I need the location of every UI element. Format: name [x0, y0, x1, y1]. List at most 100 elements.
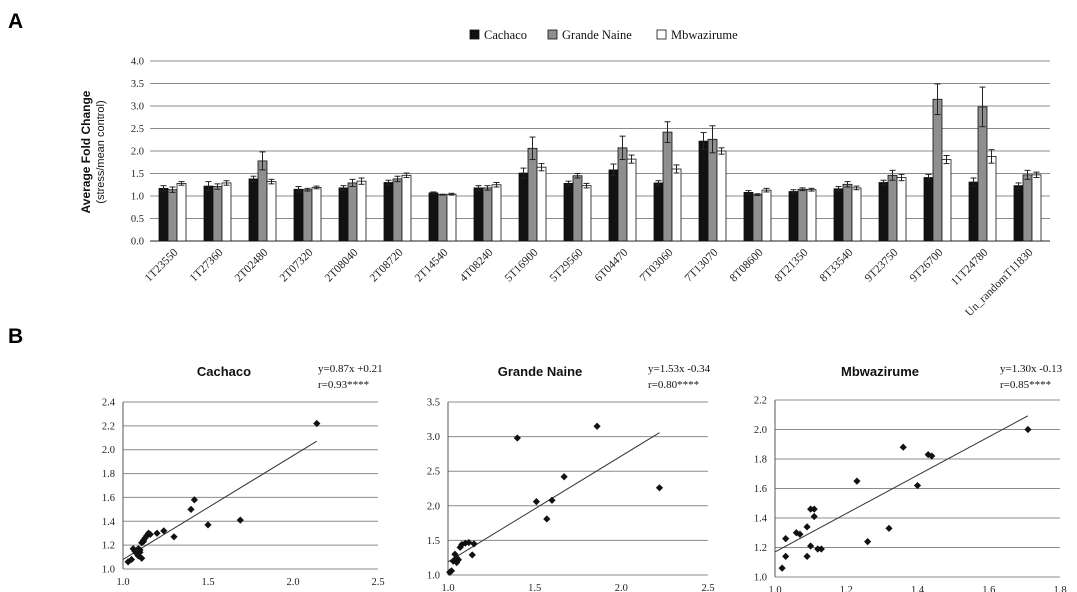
bar-cachaco [653, 182, 664, 242]
scatter-x-tick-label: 1.0 [441, 583, 454, 592]
bar-grande-naine [527, 147, 538, 242]
error-bar [565, 180, 572, 187]
scatter-point [560, 473, 568, 481]
error-bar [619, 135, 626, 161]
scatter-point [899, 443, 907, 451]
bar-category-label: 7T03060 [638, 246, 676, 284]
legend-label: Grande Naine [562, 28, 632, 42]
bar-mbwazirume [221, 182, 232, 242]
scatter-point [153, 529, 161, 537]
bar-cachaco [968, 181, 979, 242]
scatter-point [817, 545, 825, 553]
bar-grande-naine [392, 178, 403, 242]
scatter-point [796, 530, 804, 538]
legend-swatch [656, 29, 667, 40]
scatter-y-tick-label: 2.2 [754, 396, 767, 407]
error-bar [439, 193, 446, 196]
scatter-x-tick-label: 1.2 [840, 585, 853, 592]
scatter-point [453, 558, 461, 567]
scatter-point [204, 521, 212, 529]
bar-category-label: 7T13070 [683, 246, 721, 284]
scatter-point [593, 422, 601, 430]
bar-cachaco [833, 188, 844, 242]
scatter-point [456, 543, 464, 551]
bar-mbwazirume [356, 180, 367, 242]
bar-chart-panel: 0.0 0.5 1.0 1.5 2.0 2.5 3.0 3.5 4.0 1T23550 1T273… [79, 28, 1050, 319]
error-bar [178, 181, 185, 186]
bar-mbwazirume [671, 168, 682, 242]
error-bar [610, 163, 617, 177]
scatter-point [543, 515, 551, 523]
bar-cachaco [743, 191, 754, 242]
scatter-point [853, 477, 861, 485]
error-bar [943, 155, 950, 165]
bar-mbwazirume [311, 187, 322, 242]
bar-y-tick-label: 4.0 [131, 57, 144, 68]
scatter-point [146, 530, 154, 539]
trend-line [447, 432, 660, 563]
scatter-point [468, 551, 476, 559]
error-bar [394, 175, 401, 183]
regression-equation: y=0.87x +0.21 [318, 363, 383, 375]
error-bar [538, 163, 545, 172]
scatter-point [803, 552, 811, 560]
scatter-y-tick-label: 1.5 [427, 536, 440, 547]
bar-mbwazirume [851, 187, 862, 242]
error-bar [574, 173, 581, 179]
bar-grande-naine [932, 98, 943, 242]
error-bar [988, 149, 995, 164]
error-bar [349, 178, 356, 188]
error-bar [493, 182, 500, 188]
error-bar [214, 183, 221, 190]
correlation-coefficient: r=0.85**** [1000, 379, 1051, 391]
bar-cachaco [923, 177, 934, 242]
bar-grande-naine [167, 189, 178, 242]
error-bar [799, 187, 806, 192]
error-bar [853, 185, 860, 191]
error-bar [160, 185, 167, 192]
bar-mbwazirume [266, 181, 277, 242]
bar-cachaco [698, 140, 709, 242]
bar-cachaco [1013, 185, 1024, 242]
bar-mbwazirume [1031, 174, 1042, 242]
bar-grande-naine [302, 189, 313, 242]
bar-mbwazirume [986, 155, 997, 242]
scatter-x-tick-label: 1.5 [201, 577, 214, 588]
trend-line [122, 440, 318, 560]
bar-y-tick-label: 1.0 [131, 192, 144, 203]
error-bar [754, 193, 761, 197]
scatter-y-tick-label: 3.0 [427, 432, 440, 443]
scatter-point [548, 496, 556, 504]
scatter-title: Grande Naine [498, 364, 583, 379]
error-bar [970, 177, 977, 187]
scatter-y-tick-label: 1.8 [754, 455, 767, 466]
trend-line [774, 415, 1029, 553]
error-bar [808, 187, 815, 192]
scatter-point [928, 452, 936, 460]
scatter-y-tick-label: 1.8 [102, 469, 115, 480]
scatter-x-tick-label: 1.8 [1053, 585, 1066, 592]
bar-x-category-labels: 1T23550 1T27360 2T02480 2T07320 2T08040 2T087… [143, 246, 1036, 319]
error-bar [259, 151, 266, 171]
scatter-title: Mbwazirume [841, 364, 919, 379]
scatter-y-tick-label: 2.0 [102, 445, 115, 456]
scatter-y-tick-label: 1.6 [102, 493, 115, 504]
error-bar [205, 181, 212, 192]
legend-label: Cachaco [484, 28, 527, 42]
panel-b-letter: B [8, 325, 23, 348]
error-bar [484, 185, 491, 191]
bar-y-axis-subtitle: (stress/mean control) [95, 100, 107, 203]
scatter-point [236, 516, 244, 524]
bar-category-label: 2T08720 [368, 246, 406, 284]
error-bar [313, 185, 320, 190]
bar-mbwazirume [491, 184, 502, 242]
bar-category-label: 11T24780 [949, 246, 991, 288]
bar-mbwazirume [401, 174, 412, 242]
scatter-x-tick-label: 1.0 [116, 577, 129, 588]
bar-category-label: 8T21350 [773, 246, 811, 284]
scatter-y-tick-label: 3.5 [427, 398, 440, 409]
bar-y-axis-title: Average Fold Change [79, 90, 93, 213]
bar-mbwazirume [536, 166, 547, 242]
error-bar [664, 121, 671, 143]
bar-category-label: 2T14540 [413, 246, 451, 284]
